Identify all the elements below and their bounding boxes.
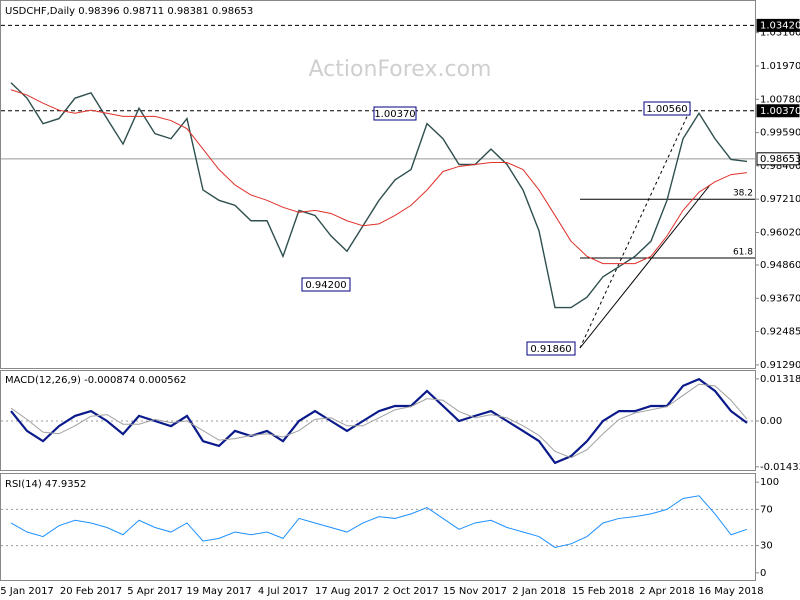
y-tick-label: 0.96020 <box>760 228 800 239</box>
annotation: 0.94200 <box>305 280 346 291</box>
y-tick-label: 0.91290 <box>760 360 800 371</box>
annotation-box <box>643 101 691 116</box>
y-tick-label: 70 <box>760 504 773 515</box>
rsi-pane <box>0 473 756 581</box>
x-tick-label: 19 May 2017 <box>186 586 251 597</box>
annotation-box <box>526 341 576 356</box>
level-box <box>756 104 800 118</box>
annotations: 1.00370 0.94200 0.91860 1.00560 <box>301 101 691 356</box>
series-line <box>10 495 748 548</box>
level-box <box>756 18 800 32</box>
y-tick-label: 100 <box>760 477 779 488</box>
series-line <box>10 377 748 465</box>
x-tick-label: 2 Jan 2018 <box>512 586 566 597</box>
y-tick-label: 1.01970 <box>760 61 800 72</box>
y-tick-label: 1.00780 <box>760 94 800 105</box>
annotation-box <box>301 277 351 292</box>
level-label: 1.00370 <box>760 106 800 117</box>
y-tick-label: 0.99590 <box>760 128 800 139</box>
chart-title: USDCHF,Daily 0.98396 0.98711 0.98381 0.9… <box>5 6 253 17</box>
x-tick-label: 4 Jul 2017 <box>258 586 308 597</box>
x-tick-label: 2 Oct 2017 <box>383 586 438 597</box>
trendline-dashed <box>579 109 691 349</box>
x-tick-label: 16 May 2018 <box>698 586 763 597</box>
level-label: 1.03420 <box>760 20 800 31</box>
x-tick-label: 5 Jan 2017 <box>0 586 54 597</box>
y-tick-label: 0.94860 <box>760 260 800 271</box>
y-tick-label: 1.03160 <box>760 28 800 39</box>
fib-label: 38.2 <box>733 189 753 199</box>
price-pane <box>0 0 756 369</box>
y-tick-label: 0.00 <box>760 416 782 427</box>
y-tick-label: 0 <box>760 568 766 579</box>
panel-title: MACD(12,26,9) -0.000874 0.000562 <box>5 375 186 386</box>
y-tick-label: -0.014339 <box>760 462 800 473</box>
annotation-box <box>373 106 417 121</box>
annotation: 1.00560 <box>646 104 687 115</box>
level-box <box>756 152 800 166</box>
y-tick-label: 0.013184 <box>760 374 800 385</box>
series-line <box>10 89 748 265</box>
level-label: 0.98653 <box>760 154 800 165</box>
x-tick-label: 15 Nov 2017 <box>443 586 507 597</box>
x-tick-label: 15 Feb 2018 <box>572 586 634 597</box>
watermark: ActionForex.com <box>309 57 492 82</box>
x-tick-label: 20 Feb 2017 <box>60 586 122 597</box>
y-tick-label: 30 <box>760 541 773 552</box>
trendline <box>579 184 711 349</box>
panel-title: RSI(14) 47.9352 <box>5 479 86 490</box>
y-tick-label: 0.97210 <box>760 194 800 205</box>
fib-label: 61.8 <box>733 247 753 257</box>
annotation: 1.00370 <box>374 109 415 120</box>
series-line <box>10 383 748 459</box>
x-tick-label: 2 Apr 2018 <box>639 586 694 597</box>
y-tick-label: 0.92485 <box>760 326 800 337</box>
x-tick-label: 17 Aug 2017 <box>315 586 379 597</box>
y-tick-label: 0.93670 <box>760 293 800 304</box>
y-tick-label: 0.98400 <box>760 161 800 172</box>
annotation: 0.91860 <box>530 344 571 355</box>
x-tick-label: 5 Apr 2017 <box>127 586 182 597</box>
